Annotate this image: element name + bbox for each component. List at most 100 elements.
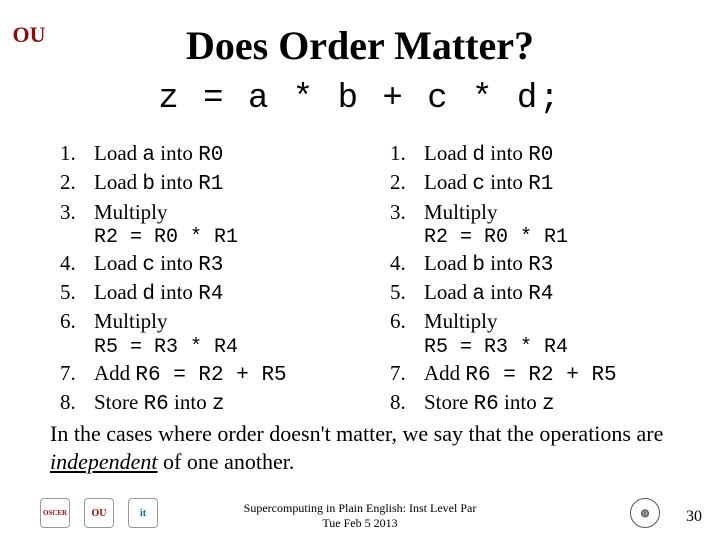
step-code: R1 bbox=[198, 173, 223, 196]
step-subexpr: R2 = R0 * R1 bbox=[424, 225, 680, 250]
step-columns: 1.Load a into R02.Load b into R13.Multip… bbox=[60, 140, 680, 418]
step-body: Multiply bbox=[424, 199, 680, 225]
step-body: Store R6 into z bbox=[424, 389, 680, 418]
step-number: 4. bbox=[60, 250, 94, 279]
step-text: Add bbox=[94, 361, 135, 385]
left-step: 2.Load b into R1 bbox=[60, 169, 350, 198]
step-body: Multiply bbox=[94, 308, 350, 334]
left-step: 4.Load c into R3 bbox=[60, 250, 350, 279]
step-code: R3 bbox=[528, 254, 553, 277]
step-text: Load bbox=[94, 141, 142, 165]
step-number: 8. bbox=[60, 389, 94, 418]
step-number: 3. bbox=[60, 199, 94, 225]
step-text: Multiply bbox=[424, 309, 498, 333]
step-code: d bbox=[142, 283, 155, 306]
step-code: a bbox=[472, 283, 485, 306]
step-body: Load d into R4 bbox=[94, 279, 350, 308]
step-number: 5. bbox=[60, 279, 94, 308]
step-code: R6 bbox=[474, 393, 499, 416]
step-number: 6. bbox=[390, 308, 424, 334]
step-code: b bbox=[472, 254, 485, 277]
step-number: 6. bbox=[60, 308, 94, 334]
step-body: Multiply bbox=[424, 308, 680, 334]
step-code: R0 bbox=[528, 144, 553, 167]
step-code: R1 bbox=[528, 173, 553, 196]
step-body: Add R6 = R2 + R5 bbox=[424, 360, 680, 389]
step-text: Store bbox=[94, 390, 144, 414]
step-text: Load bbox=[424, 280, 472, 304]
step-number: 8. bbox=[390, 389, 424, 418]
step-text: into bbox=[155, 170, 198, 194]
step-text: Multiply bbox=[94, 309, 168, 333]
step-body: Load c into R1 bbox=[424, 169, 680, 198]
slide: OU Does Order Matter? z = a * b + c * d;… bbox=[0, 0, 720, 540]
footer-line1: Supercomputing in Plain English: Inst Le… bbox=[0, 501, 720, 515]
slide-equation: z = a * b + c * d; bbox=[0, 80, 720, 118]
step-number: 7. bbox=[60, 360, 94, 389]
step-text: Multiply bbox=[424, 200, 498, 224]
right-step: 6.Multiply bbox=[390, 308, 680, 334]
step-number: 1. bbox=[60, 140, 94, 169]
step-number: 2. bbox=[60, 169, 94, 198]
step-code: b bbox=[142, 173, 155, 196]
page-number: 30 bbox=[686, 508, 702, 526]
left-step: 6.Multiply bbox=[60, 308, 350, 334]
right-step: 2.Load c into R1 bbox=[390, 169, 680, 198]
left-step: 3.Multiply bbox=[60, 199, 350, 225]
step-body: Load d into R0 bbox=[424, 140, 680, 169]
conclusion-text: In the cases where order doesn't matter,… bbox=[50, 420, 670, 475]
step-body: Load a into R4 bbox=[424, 279, 680, 308]
step-text: into bbox=[485, 251, 528, 275]
conclusion-emph: independent bbox=[50, 449, 158, 474]
step-code: d bbox=[472, 144, 485, 167]
step-text: into bbox=[499, 390, 542, 414]
step-text: into bbox=[155, 251, 198, 275]
step-code: c bbox=[472, 173, 485, 196]
step-code: a bbox=[142, 144, 155, 167]
step-code: R4 bbox=[528, 283, 553, 306]
step-code: z bbox=[542, 393, 555, 416]
step-text: Load bbox=[424, 251, 472, 275]
step-text: into bbox=[155, 280, 198, 304]
right-step: 4.Load b into R3 bbox=[390, 250, 680, 279]
step-body: Load b into R1 bbox=[94, 169, 350, 198]
step-body: Load c into R3 bbox=[94, 250, 350, 279]
step-body: Multiply bbox=[94, 199, 350, 225]
step-number: 7. bbox=[390, 360, 424, 389]
step-number: 4. bbox=[390, 250, 424, 279]
step-text: Load bbox=[94, 280, 142, 304]
step-text: Store bbox=[424, 390, 474, 414]
step-text: Load bbox=[424, 141, 472, 165]
step-text: into bbox=[485, 280, 528, 304]
step-text: Multiply bbox=[94, 200, 168, 224]
step-body: Load a into R0 bbox=[94, 140, 350, 169]
step-code: R3 bbox=[198, 254, 223, 277]
left-step: 7.Add R6 = R2 + R5 bbox=[60, 360, 350, 389]
step-subexpr: R5 = R3 * R4 bbox=[424, 335, 680, 360]
right-column: 1.Load d into R02.Load c into R13.Multip… bbox=[390, 140, 680, 418]
step-code: R6 = R2 + R5 bbox=[135, 364, 286, 387]
step-text: Load bbox=[94, 251, 142, 275]
step-code: c bbox=[142, 254, 155, 277]
conclusion-post: of one another. bbox=[158, 449, 295, 474]
step-subexpr: R5 = R3 * R4 bbox=[94, 335, 350, 360]
step-text: into bbox=[155, 141, 198, 165]
step-body: Load b into R3 bbox=[424, 250, 680, 279]
step-text: into bbox=[485, 141, 528, 165]
step-code: R4 bbox=[198, 283, 223, 306]
step-code: R6 bbox=[144, 393, 169, 416]
right-step: 8.Store R6 into z bbox=[390, 389, 680, 418]
left-step: 8.Store R6 into z bbox=[60, 389, 350, 418]
step-text: Load bbox=[424, 170, 472, 194]
right-step: 5.Load a into R4 bbox=[390, 279, 680, 308]
slide-title: Does Order Matter? bbox=[0, 22, 720, 69]
left-step: 1.Load a into R0 bbox=[60, 140, 350, 169]
step-body: Add R6 = R2 + R5 bbox=[94, 360, 350, 389]
conclusion-pre: In the cases where order doesn't matter,… bbox=[50, 421, 663, 446]
left-step: 5.Load d into R4 bbox=[60, 279, 350, 308]
step-code: z bbox=[212, 393, 225, 416]
step-text: Add bbox=[424, 361, 465, 385]
right-step: 1.Load d into R0 bbox=[390, 140, 680, 169]
footer-line2: Tue Feb 5 2013 bbox=[0, 516, 720, 530]
step-code: R0 bbox=[198, 144, 223, 167]
